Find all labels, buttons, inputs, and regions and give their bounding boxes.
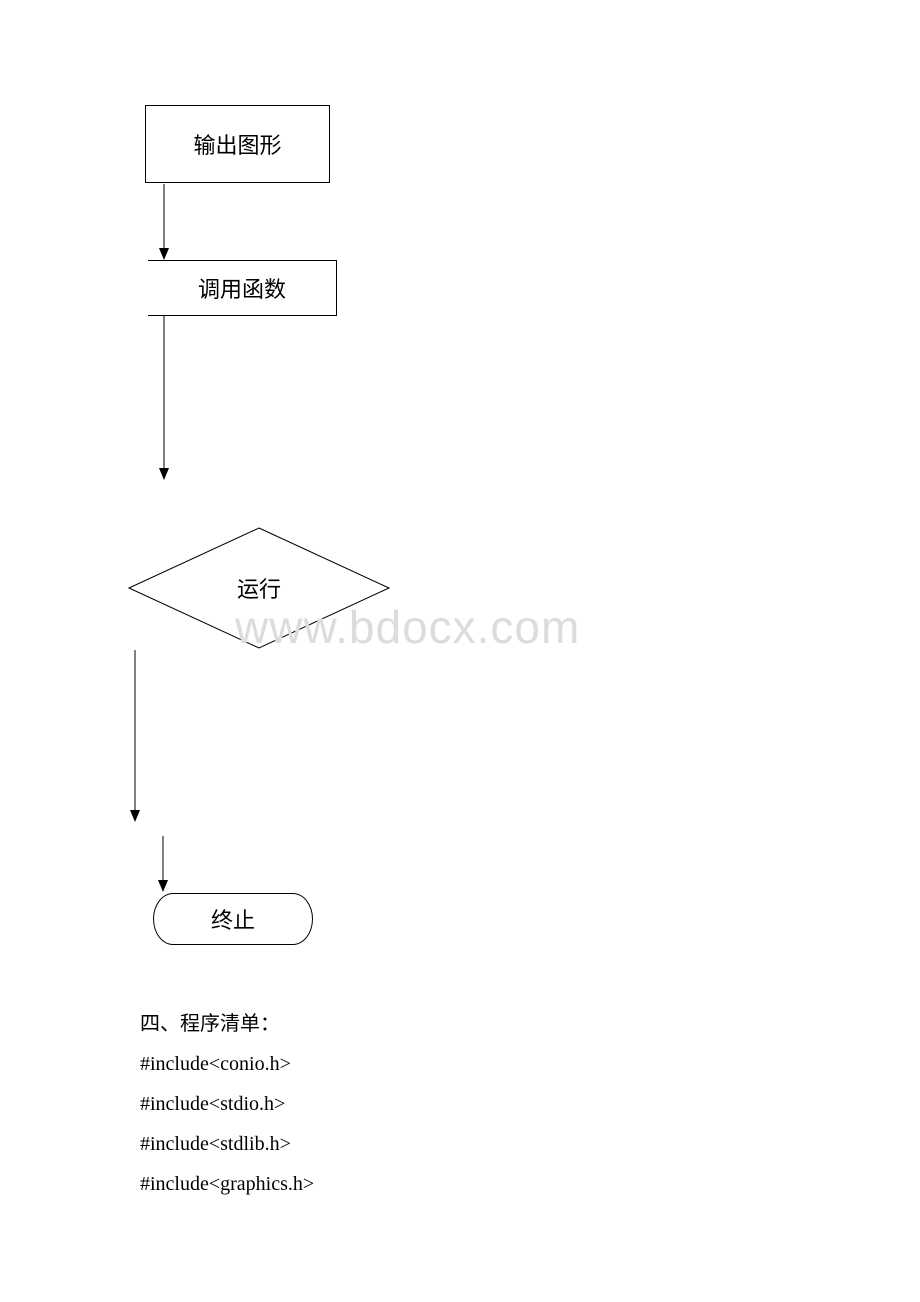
node-label: 输出图形 xyxy=(193,128,281,160)
code-line: #include<graphics.h> xyxy=(140,1164,780,1204)
flowchart-node-run: 运行 xyxy=(128,527,390,649)
flowchart-node-call: 调用函数 xyxy=(148,260,337,316)
code-line: #include<conio.h> xyxy=(140,1044,780,1084)
node-label: 运行 xyxy=(237,572,281,604)
flowchart-edge-3 xyxy=(125,650,145,824)
code-line: #include<stdlib.h> xyxy=(140,1124,780,1164)
flowchart-edge-4 xyxy=(153,836,173,894)
code-line: #include<stdio.h> xyxy=(140,1084,780,1124)
flowchart-node-end: 终止 xyxy=(153,893,313,945)
code-listing-section: 四、程序清单： #include<conio.h> #include<stdio… xyxy=(140,1004,780,1204)
node-label: 调用函数 xyxy=(198,272,286,304)
node-label: 终止 xyxy=(211,903,255,935)
flowchart-edge-2 xyxy=(154,316,174,482)
flowchart-node-output: 输出图形 xyxy=(145,105,330,183)
document-page: 输出图形 调用函数 运行 www.bdocx.com xyxy=(0,0,920,1302)
flowchart-edge-1 xyxy=(154,184,174,262)
section-heading: 四、程序清单： xyxy=(140,1004,780,1044)
